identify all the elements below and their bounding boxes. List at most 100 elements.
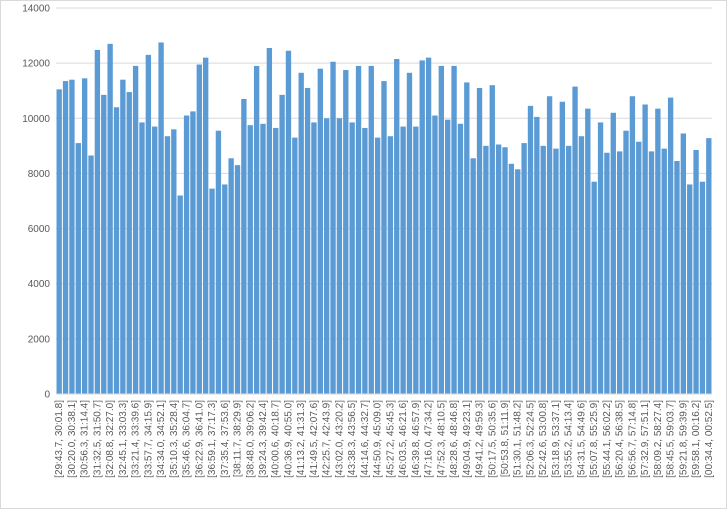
bar [247, 125, 253, 394]
bar [190, 111, 196, 395]
bar [387, 136, 394, 394]
bar [260, 123, 266, 395]
bar [171, 129, 177, 395]
bar [623, 130, 629, 394]
x-tick-label: [41:49.5, 42:07.6] [309, 400, 320, 478]
bar [202, 57, 209, 394]
bar [355, 65, 362, 395]
x-tick-label: [38:11.7, 38:29.9] [233, 400, 244, 477]
bar [177, 195, 183, 394]
bar [349, 122, 355, 395]
bar [88, 155, 94, 394]
bar [636, 141, 642, 394]
x-tick-label: [53:18.9, 53:37.1] [551, 400, 562, 478]
bar [451, 65, 457, 395]
bar [81, 78, 88, 395]
bar [438, 65, 444, 395]
x-tick-label: [54:31.5, 54:49.6] [576, 400, 587, 478]
x-tick-label: [41:13.2, 41:31.3] [296, 400, 307, 478]
x-tick-label: [52:06.3, 52:24.5] [525, 400, 536, 478]
bar [400, 126, 406, 395]
bar [69, 79, 75, 394]
bar [667, 97, 674, 394]
x-tick-label: [30:56.3, 31:14.4] [80, 400, 91, 478]
bar [126, 92, 132, 394]
bar [317, 68, 323, 395]
bar [413, 126, 419, 395]
bar [585, 108, 591, 394]
y-tick-label: 14000 [22, 4, 50, 15]
bar [693, 149, 699, 394]
bar [209, 188, 215, 394]
x-tick-label: [44:50.9, 45:09.0] [373, 400, 384, 478]
bar [196, 64, 202, 395]
x-tick-label: [35:46.6, 36:04.7] [182, 400, 193, 478]
x-tick-label: [48:28.6, 48:46.8] [449, 400, 460, 478]
y-tick-label: 12000 [22, 59, 50, 70]
bar [298, 72, 304, 395]
x-tick-label: [43:02.0, 43:20.2] [334, 400, 345, 478]
bar [374, 137, 381, 395]
bar [706, 138, 712, 394]
x-tick-label: [37:35.4, 37:53.6] [220, 400, 231, 478]
x-tick-label: [49:04.9, 49:23.1] [462, 400, 473, 478]
bar [75, 143, 81, 394]
bar [394, 59, 400, 394]
x-tick-label: [58:45.5, 59:03.7] [666, 400, 677, 478]
bar [266, 47, 273, 394]
x-tick-label: [45:27.2, 45:45.3] [385, 400, 396, 478]
x-tick-label: [35:10.3, 35:28.4] [169, 400, 180, 478]
x-tick-label: [36:22.9, 36:41.0] [194, 400, 205, 478]
bar [495, 144, 502, 394]
bar [152, 126, 158, 395]
bar [94, 49, 101, 395]
bar [120, 79, 126, 394]
x-tick-label: [38:48.0, 39:06.2] [245, 400, 256, 478]
bar [604, 152, 610, 394]
bar [253, 65, 260, 395]
y-tick-label: 6000 [28, 224, 51, 235]
bar [546, 96, 553, 394]
bar [648, 151, 655, 394]
x-tick-label: [32:08.8, 32:27.0] [105, 400, 116, 478]
bar [228, 158, 234, 394]
x-tick-label: [51:30.1, 51:48.2] [513, 400, 524, 478]
bar [343, 70, 349, 395]
bar [164, 136, 171, 394]
bar [476, 87, 483, 394]
bar [445, 119, 451, 395]
x-tick-label: [00:34.4, 00:52.5] [704, 400, 715, 478]
bar [515, 169, 521, 394]
x-tick-label: [53:55.2, 54:13.4] [564, 400, 575, 478]
x-tick-label: [50:17.5, 50:35.6] [487, 400, 498, 478]
x-tick-label: [33:21.4, 33:39.6] [131, 400, 142, 478]
bar [324, 118, 330, 395]
bar [597, 122, 604, 395]
bar [572, 86, 578, 394]
x-tick-label: [47:52.3, 48:10.5] [436, 400, 447, 478]
bar [113, 107, 120, 394]
bar [655, 108, 661, 394]
x-tick-label: [59:21.8, 59:39.9] [678, 400, 689, 478]
x-tick-label: [34:34.0, 34:52.1] [156, 400, 167, 478]
x-tick-label: [50:53.8, 51:11.9] [500, 400, 511, 477]
bar [432, 115, 438, 395]
bar [145, 54, 152, 394]
bar [540, 145, 546, 394]
x-tick-label: [29:43.7, 30:01.8] [54, 400, 65, 478]
x-tick-label: [49:41.2, 49:59.3] [475, 400, 486, 478]
bar [241, 98, 247, 394]
x-tick-label: [33:57.7, 34:15.9] [143, 400, 154, 478]
x-tick-label: [59:58.1, 00:16.2] [691, 400, 702, 478]
bar [285, 50, 292, 394]
x-tick-label: [43:38.3, 43:56.5] [347, 400, 358, 478]
bar [273, 127, 279, 394]
bar [629, 96, 636, 394]
bar [107, 43, 113, 394]
bar [311, 122, 317, 395]
bar [616, 151, 623, 394]
bar [521, 143, 527, 394]
bar [222, 184, 228, 394]
bar [234, 165, 241, 394]
bar [642, 104, 648, 394]
